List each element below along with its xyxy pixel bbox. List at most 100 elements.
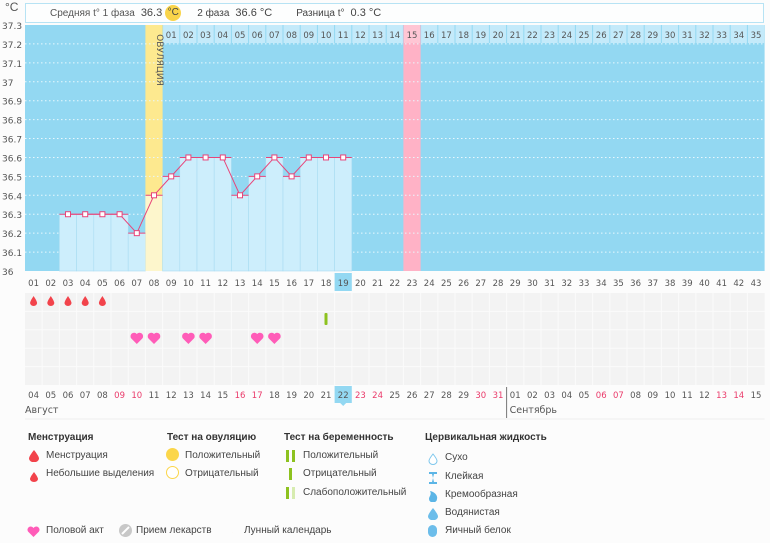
cycle-day-label: 31 bbox=[544, 279, 555, 289]
temperature-bar bbox=[93, 213, 112, 272]
legend-menstruation: Менструация bbox=[46, 450, 108, 461]
diff-label: Разница t° bbox=[296, 7, 345, 19]
cycle-day-label: 03 bbox=[63, 279, 74, 289]
phase2-day-label: 26 bbox=[596, 31, 607, 41]
phase2-day-cell bbox=[747, 25, 765, 43]
phase2-day-cell bbox=[197, 25, 214, 43]
y-tick-label: 36.9 bbox=[2, 98, 22, 108]
phase2-day-cell bbox=[610, 25, 627, 43]
creamy-icon bbox=[428, 489, 438, 507]
phase2-day-label: 33 bbox=[716, 31, 727, 41]
calendar-date-label: 04 bbox=[28, 391, 39, 401]
cycle-day-label: 02 bbox=[45, 279, 56, 289]
y-tick-label: 36.1 bbox=[2, 249, 22, 259]
calendar-date-label: 07 bbox=[613, 391, 624, 401]
calendar-date-label: 13 bbox=[716, 391, 727, 401]
calendar-date-label: 23 bbox=[355, 391, 366, 401]
events-grid bbox=[25, 293, 765, 385]
temperature-point bbox=[82, 211, 89, 218]
y-tick-label: 36.8 bbox=[2, 117, 22, 127]
phase2-day-label: 32 bbox=[699, 31, 710, 41]
phase2-day-label: 03 bbox=[200, 31, 211, 41]
legend-ovulation-positive: Положительный bbox=[185, 450, 261, 461]
intercourse-heart-icon bbox=[147, 332, 161, 344]
phase2-day-cell bbox=[180, 25, 197, 43]
temperature-bar bbox=[213, 157, 232, 272]
calendar-date-label: 31 bbox=[493, 391, 504, 401]
phase2-day-cell bbox=[507, 25, 524, 43]
cycle-day-label: 20 bbox=[355, 279, 366, 289]
calendar-date-label: 15 bbox=[751, 391, 762, 401]
calendar-date-label: 05 bbox=[45, 391, 56, 401]
calendar-date-label: 17 bbox=[252, 391, 263, 401]
phase2-day-label: 14 bbox=[389, 31, 400, 41]
phase2-day-cell bbox=[249, 25, 266, 43]
temperature-point bbox=[185, 154, 192, 161]
cycle-day-label: 25 bbox=[441, 279, 452, 289]
cycle-day-label: 29 bbox=[510, 279, 521, 289]
phase2-day-cell bbox=[489, 25, 507, 43]
legend-egg-white: Яичный белок bbox=[445, 525, 511, 536]
calendar-date-label: 25 bbox=[389, 391, 400, 401]
diff-value: 0.3 °C bbox=[350, 7, 382, 19]
y-tick-label: 36 bbox=[2, 268, 14, 278]
phase2-day-cell bbox=[575, 25, 593, 43]
phase2-day-label: 31 bbox=[682, 31, 693, 41]
legend-cervical-title: Цервикальная жидкость bbox=[425, 432, 547, 443]
calendar-date-label: 01 bbox=[510, 391, 521, 401]
cycle-day-label: 23 bbox=[407, 279, 418, 289]
phase2-day-cell bbox=[317, 25, 335, 43]
phase2-day-label: 29 bbox=[647, 31, 658, 41]
y-tick-label: 37.1 bbox=[2, 60, 22, 70]
temperature-point bbox=[288, 173, 295, 180]
menstruation-drop-icon bbox=[81, 296, 89, 306]
watery-drop-icon bbox=[428, 507, 438, 525]
temperature-bar bbox=[299, 157, 318, 272]
legend-pregnancy-positive: Положительный bbox=[303, 450, 379, 461]
intercourse-heart-icon bbox=[130, 332, 144, 344]
calendar-date-label: 03 bbox=[544, 391, 555, 401]
phase2-day-label: 19 bbox=[475, 31, 486, 41]
phase2-day-label: 27 bbox=[613, 31, 624, 41]
temperature-bar bbox=[282, 176, 301, 272]
phase2-day-label: 06 bbox=[252, 31, 263, 41]
calendar-date-label: 27 bbox=[424, 391, 435, 401]
dry-drop-icon bbox=[428, 452, 438, 470]
cycle-day-label: 37 bbox=[647, 279, 658, 289]
pregnancy-test-negative-icon bbox=[324, 313, 328, 325]
cycle-day-label: 13 bbox=[235, 279, 246, 289]
temperature-bar bbox=[265, 157, 284, 272]
phase2-day-cell bbox=[403, 25, 421, 43]
temperature-point bbox=[202, 154, 209, 161]
temperature-bar bbox=[127, 232, 146, 272]
calendar-date-label: 11 bbox=[149, 391, 160, 401]
calendar-date-label: 14 bbox=[200, 391, 211, 401]
phase2-day-label: 02 bbox=[183, 31, 194, 41]
temperature-point bbox=[323, 154, 329, 161]
cycle-day-label: 28 bbox=[493, 279, 504, 289]
calendar-date-label: 08 bbox=[630, 391, 641, 401]
phase2-day-cell bbox=[593, 25, 610, 43]
phase2-day-cell bbox=[352, 25, 369, 43]
calendar-date-label: 15 bbox=[217, 391, 228, 401]
calendar-date-label: 26 bbox=[407, 391, 418, 401]
calendar-date-label: 11 bbox=[682, 391, 693, 401]
cycle-day-label: 19 bbox=[338, 279, 349, 289]
y-tick-label: 36.3 bbox=[2, 211, 22, 221]
calendar-date-label: 06 bbox=[63, 391, 74, 401]
calendar-date-label: 29 bbox=[458, 391, 469, 401]
calendar-date-label: 19 bbox=[286, 391, 297, 401]
calendar-date-label: 22 bbox=[338, 391, 349, 401]
drop-icon bbox=[29, 449, 39, 467]
y-tick-label: 36.6 bbox=[2, 154, 22, 164]
temperature-point bbox=[116, 211, 123, 218]
temperature-point bbox=[133, 230, 140, 237]
temperature-point bbox=[168, 173, 175, 180]
cycle-day-label: 22 bbox=[389, 279, 400, 289]
cycle-day-label: 05 bbox=[97, 279, 108, 289]
bbt-chart: 37.3 37.2 37.1 37 36.9 36.8 36.7 36.6 36.5 36.4 36… bbox=[2, 22, 765, 420]
cycle-day-label: 10 bbox=[183, 279, 194, 289]
intercourse-heart-icon bbox=[182, 332, 195, 344]
temperature-bar bbox=[59, 213, 77, 272]
sticky-icon bbox=[428, 471, 438, 489]
